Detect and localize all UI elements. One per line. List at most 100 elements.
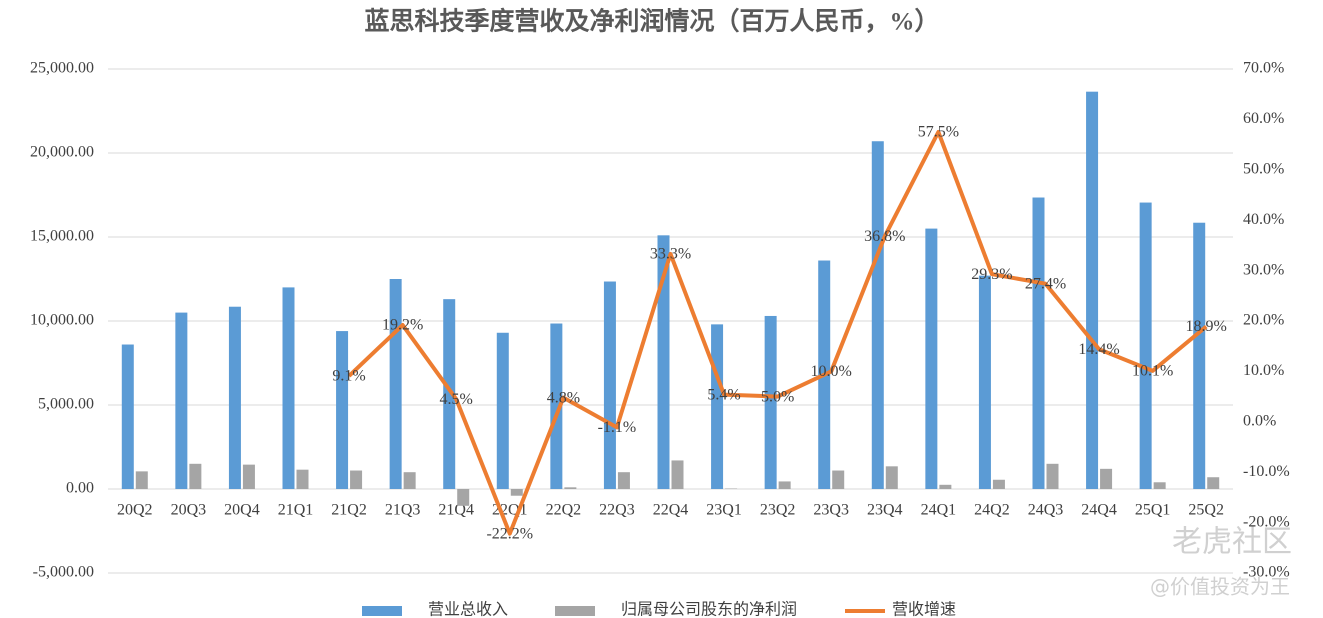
bar (725, 488, 738, 489)
y2-tick-label: 30.0% (1243, 261, 1284, 278)
y-tick-label: 0.00 (66, 480, 94, 497)
bar (925, 228, 938, 489)
y-tick-label: 25,000.00 (30, 60, 94, 77)
bar (617, 472, 630, 489)
bar (510, 489, 523, 496)
legend-label: 归属母公司股东的净利润 (621, 601, 797, 618)
bar (1207, 477, 1220, 489)
bar (871, 141, 884, 490)
bar (350, 470, 363, 489)
data-label: 29.3% (971, 266, 1012, 283)
bar (189, 463, 202, 489)
bar (496, 332, 509, 489)
bar (1032, 197, 1045, 489)
x-tick-label: 20Q3 (171, 502, 207, 519)
data-label: -1.1% (598, 419, 637, 436)
bar (778, 481, 791, 489)
bar (1139, 202, 1152, 489)
legend-label: 营业总收入 (428, 601, 508, 618)
x-tick-label: 23Q4 (867, 502, 903, 519)
data-label: 14.4% (1078, 341, 1119, 358)
bar (764, 315, 777, 489)
bar (1100, 468, 1113, 489)
y-tick-label: 15,000.00 (30, 228, 94, 245)
bar (336, 331, 349, 489)
bar (939, 484, 952, 489)
bar (564, 487, 577, 489)
bar (121, 344, 134, 489)
data-label: 27.4% (1025, 275, 1066, 292)
bar (403, 472, 416, 489)
bar (175, 312, 188, 489)
bar (228, 306, 241, 489)
data-label: 18.9% (1186, 318, 1227, 335)
data-label: 4.5% (440, 391, 473, 408)
x-tick-label: 22Q4 (653, 502, 689, 519)
y2-tick-label: 60.0% (1243, 110, 1284, 127)
x-tick-label: 24Q1 (921, 502, 957, 519)
y2-tick-label: -10.0% (1243, 463, 1290, 480)
y2-tick-label: 40.0% (1243, 211, 1284, 228)
bar (978, 275, 991, 489)
data-label: 10.1% (1132, 363, 1173, 380)
line (347, 130, 1208, 536)
bar (282, 287, 295, 489)
data-label: 19.2% (382, 317, 423, 334)
legend-label: 营收增速 (892, 601, 956, 618)
bar (550, 323, 563, 489)
bar (885, 466, 898, 489)
bar (1153, 482, 1166, 489)
data-label: 5.0% (761, 388, 794, 405)
x-tick-label: 23Q1 (706, 502, 742, 519)
x-tick-label: 23Q2 (760, 502, 796, 519)
bar (1046, 463, 1059, 489)
data-label: 57.5% (918, 124, 959, 141)
bar (832, 470, 845, 489)
data-label: 10.0% (811, 363, 852, 380)
y-tick-label: -5,000.00 (33, 564, 94, 581)
x-tick-label: 22Q3 (599, 502, 635, 519)
y2-tick-label: 0.0% (1243, 412, 1276, 429)
bar (992, 479, 1005, 489)
x-tick-label: 20Q4 (224, 502, 260, 519)
y2-tick-label: 20.0% (1243, 312, 1284, 329)
chart-title: 蓝思科技季度营收及净利润情况（百万人民币，%） (364, 7, 939, 36)
watermark: 老虎社区 (1172, 525, 1292, 560)
x-tick-label: 23Q3 (813, 502, 849, 519)
bar (603, 281, 616, 489)
bar (135, 471, 148, 489)
x-tick-label: 21Q1 (278, 502, 314, 519)
bar (443, 299, 456, 489)
y2-tick-label: 70.0% (1243, 60, 1284, 77)
x-tick-label: 21Q2 (331, 502, 367, 519)
bar (457, 489, 470, 506)
x-tick-label: 25Q2 (1188, 502, 1224, 519)
data-label: 9.1% (332, 368, 365, 385)
bar (296, 469, 309, 489)
bar (657, 235, 670, 489)
y2-tick-label: 10.0% (1243, 362, 1284, 379)
watermark: @价值投资为王 (1150, 575, 1290, 599)
x-tick-label: 25Q1 (1135, 502, 1171, 519)
x-tick-label: 24Q3 (1028, 502, 1064, 519)
y2-tick-label: -20.0% (1243, 513, 1290, 530)
x-tick-label: 20Q2 (117, 502, 153, 519)
bar (711, 324, 724, 489)
bar (671, 460, 684, 489)
x-tick-label: 22Q2 (546, 502, 582, 519)
data-label: 4.8% (547, 389, 580, 406)
data-label: 33.3% (650, 246, 691, 263)
x-tick-label: 21Q4 (438, 502, 474, 519)
y-tick-label: 5,000.00 (38, 396, 94, 413)
y2-tick-label: 50.0% (1243, 160, 1284, 177)
legend-swatch (555, 606, 595, 616)
y2-tick-label: -30.0% (1243, 564, 1290, 581)
x-tick-label: 24Q2 (974, 502, 1010, 519)
y-tick-label: 20,000.00 (30, 144, 94, 161)
bar (242, 464, 255, 489)
data-label: 5.4% (707, 386, 740, 403)
x-tick-label: 24Q4 (1081, 502, 1117, 519)
bar (389, 279, 402, 489)
data-label: 36.8% (864, 228, 905, 245)
